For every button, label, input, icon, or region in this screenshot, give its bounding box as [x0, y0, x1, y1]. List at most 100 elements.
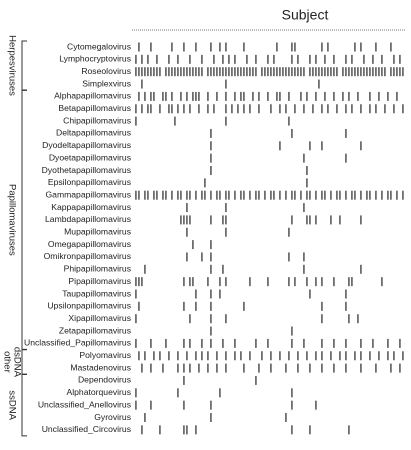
presence-mark: [279, 91, 281, 101]
presence-mark: [387, 190, 389, 200]
presence-mark: [243, 67, 245, 77]
presence-mark: [243, 91, 245, 101]
presence-mark: [168, 351, 170, 361]
presence-mark: [345, 153, 347, 163]
presence-mark: [327, 67, 329, 77]
group-bracket: [21, 373, 27, 437]
presence-mark: [309, 141, 311, 151]
presence-mark: [351, 190, 353, 200]
presence-mark: [360, 264, 362, 274]
presence-mark: [228, 190, 230, 200]
presence-mark: [321, 42, 323, 52]
group-label: ssDNA: [6, 390, 17, 420]
presence-mark: [366, 190, 368, 200]
presence-mark: [267, 67, 269, 77]
presence-mark: [345, 190, 347, 200]
presence-mark: [276, 42, 278, 52]
presence-mark: [345, 128, 347, 138]
presence-mark: [270, 363, 272, 373]
presence-mark: [240, 91, 242, 101]
presence-mark: [189, 67, 191, 77]
presence-mark: [138, 42, 140, 52]
presence-mark: [273, 54, 275, 64]
presence-mark: [219, 277, 221, 287]
row-label: Pipapillomavirus: [68, 276, 131, 286]
presence-mark: [195, 67, 197, 77]
presence-mark: [345, 104, 347, 114]
presence-mark: [270, 190, 272, 200]
presence-mark: [276, 91, 278, 101]
row-label: Xipapillomavirus: [68, 313, 131, 323]
presence-mark: [186, 227, 188, 237]
presence-mark: [267, 54, 269, 64]
presence-mark: [345, 54, 347, 64]
presence-mark: [177, 104, 179, 114]
presence-mark: [306, 91, 308, 101]
presence-mark: [384, 67, 386, 77]
presence-mark: [135, 277, 137, 287]
presence-mark: [156, 67, 158, 77]
presence-mark: [195, 289, 197, 299]
presence-mark: [135, 104, 137, 114]
presence-mark: [201, 67, 203, 77]
presence-mark: [210, 289, 212, 299]
presence-mark: [240, 190, 242, 200]
presence-mark: [300, 91, 302, 101]
presence-mark: [321, 104, 323, 114]
presence-mark: [291, 400, 293, 410]
presence-mark: [300, 190, 302, 200]
presence-mark: [210, 215, 212, 225]
presence-mark: [150, 400, 152, 410]
presence-mark: [339, 351, 341, 361]
presence-mark: [357, 314, 359, 324]
presence-mark: [231, 67, 233, 77]
group-label: dsDNA: [11, 347, 22, 378]
row-label: Epsilonpapillomavirus: [48, 177, 131, 187]
presence-mark: [315, 91, 317, 101]
presence-mark: [309, 289, 311, 299]
presence-mark: [315, 215, 317, 225]
presence-mark: [135, 388, 137, 398]
presence-mark: [288, 67, 290, 77]
presence-mark: [324, 190, 326, 200]
presence-mark: [135, 190, 137, 200]
presence-mark: [201, 54, 203, 64]
presence-mark: [177, 67, 179, 77]
presence-mark: [360, 42, 362, 52]
presence-mark: [150, 67, 152, 77]
presence-mark: [303, 252, 305, 262]
presence-mark: [315, 54, 317, 64]
presence-mark: [210, 301, 212, 311]
presence-mark: [210, 42, 212, 52]
presence-mark: [189, 215, 191, 225]
presence-mark: [171, 42, 173, 52]
presence-mark: [258, 363, 260, 373]
row-label: Mupapillomavirus: [64, 227, 131, 237]
presence-mark: [243, 42, 245, 52]
presence-mark: [138, 91, 140, 101]
presence-mark: [141, 425, 143, 435]
presence-mark: [153, 190, 155, 200]
presence-mark: [222, 215, 224, 225]
presence-mark: [168, 67, 170, 77]
presence-mark: [150, 338, 152, 348]
presence-mark: [183, 338, 185, 348]
presence-mark: [279, 67, 281, 77]
presence-mark: [369, 67, 371, 77]
presence-mark: [138, 67, 140, 77]
presence-mark: [135, 289, 137, 299]
presence-mark: [225, 42, 227, 52]
presence-mark: [291, 42, 293, 52]
presence-mark: [387, 91, 389, 101]
presence-mark: [177, 388, 179, 398]
presence-mark: [222, 264, 224, 274]
presence-mark: [288, 351, 290, 361]
presence-mark: [159, 104, 161, 114]
presence-mark: [291, 190, 293, 200]
presence-mark: [324, 67, 326, 77]
presence-mark: [306, 166, 308, 175]
presence-mark: [216, 351, 218, 361]
presence-mark: [189, 363, 191, 373]
presence-mark: [141, 277, 143, 287]
presence-mark: [198, 67, 200, 77]
